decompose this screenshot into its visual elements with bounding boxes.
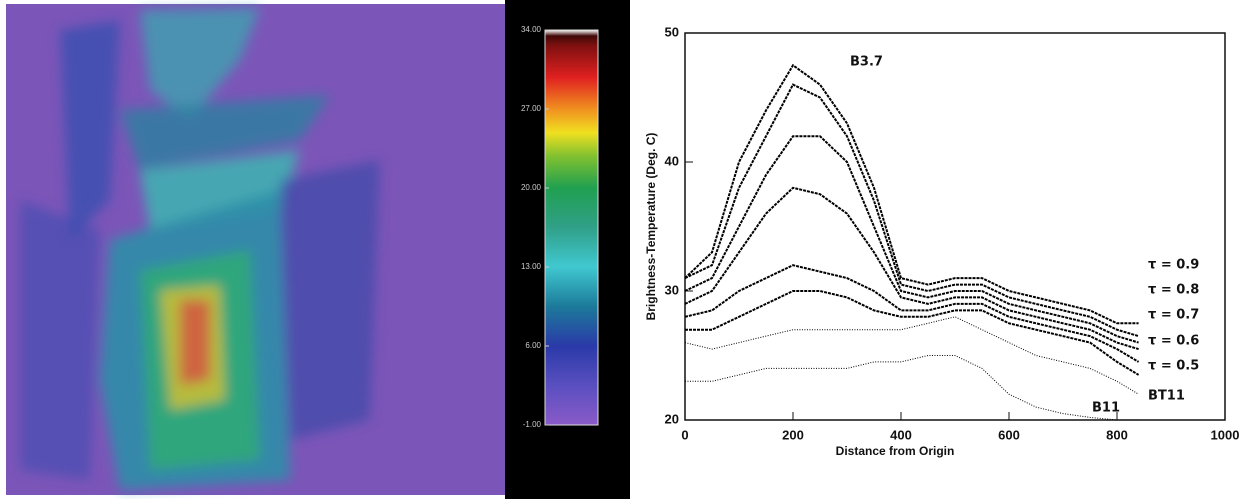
series-line [684,83,1139,338]
x-tick-label: 1000 [1211,427,1240,442]
colorbar-tick-label: 27.00 [521,104,542,113]
series-label: τ = 0.9 [1148,258,1199,273]
series-line [685,355,1139,421]
y-tick-label: 20 [665,411,679,426]
series-label: B3.7 [850,55,883,70]
series-line [684,186,1139,351]
x-tick-label: 0 [681,427,688,442]
x-tick-label: 200 [782,427,804,442]
colorbar-tick-label: -1.00 [523,420,542,429]
x-axis-label: Distance from Origin [836,444,955,458]
series-label: τ = 0.7 [1148,308,1199,323]
series-label: τ = 0.6 [1148,334,1199,349]
series-label: B11 [1092,401,1120,416]
satellite-image [6,4,505,495]
series-line [684,63,1139,325]
x-tick-label: 800 [1106,427,1128,442]
series-label: BT11 [1148,389,1185,404]
colorbar [544,29,599,426]
colorbar-tick-label: 34.00 [521,25,542,34]
series-line [684,135,1139,344]
colorbar-tick-label: 20.00 [521,183,542,192]
series-line [684,316,1139,395]
plot-frame [684,32,1226,421]
y-tick-label: 40 [665,153,679,168]
series-label: τ = 0.5 [1148,359,1199,374]
series-line [685,290,1140,376]
x-tick-label: 600 [998,427,1020,442]
colorbar-tick-label: 13.00 [521,262,542,271]
colorbar-tick-label: 6.00 [525,341,541,350]
y-tick-label: 30 [665,282,679,297]
series-line [684,264,1140,363]
series-label: τ = 0.8 [1148,283,1199,298]
y-axis-label: Brightness-Temperature (Deg. C) [644,133,658,321]
y-tick-label: 50 [665,24,679,39]
x-tick-label: 400 [890,427,912,442]
